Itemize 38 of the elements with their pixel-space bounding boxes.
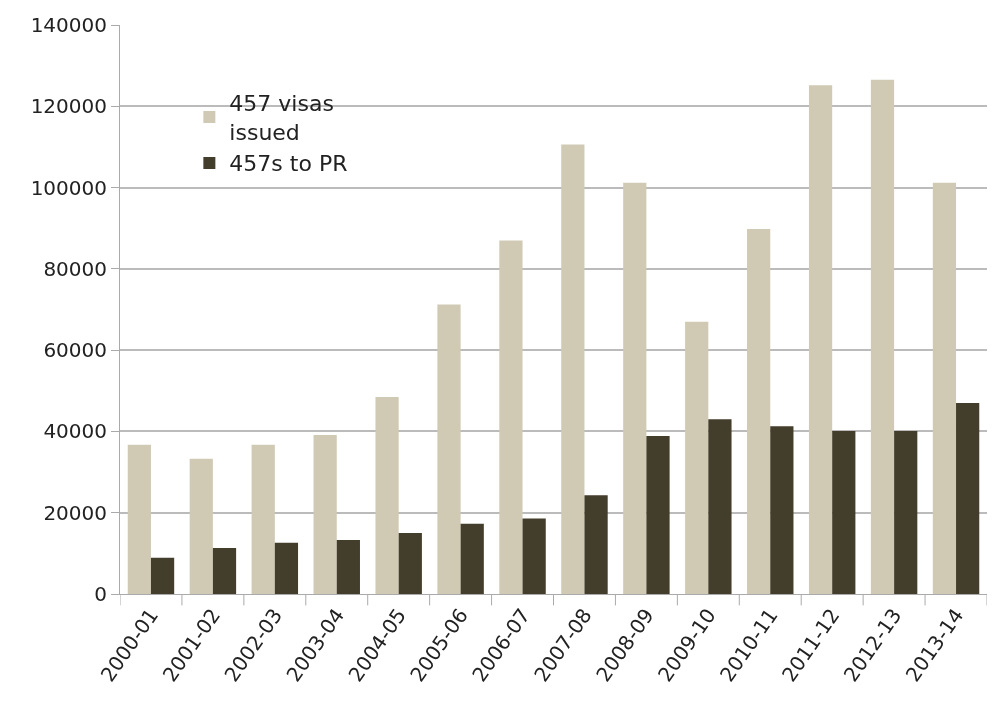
bar — [189, 458, 213, 594]
bar — [398, 533, 422, 594]
y-tick-label: 0 — [94, 582, 107, 606]
y-tick-label: 20000 — [43, 500, 107, 525]
y-tick-label: 120000 — [30, 94, 107, 119]
bar — [127, 444, 151, 594]
bar — [313, 435, 337, 594]
bar — [708, 419, 732, 594]
bar — [336, 539, 360, 594]
bar — [770, 426, 794, 594]
bar — [499, 240, 523, 594]
bar — [522, 518, 546, 594]
bar — [623, 182, 647, 594]
bar — [832, 431, 856, 594]
y-tick-label: 80000 — [43, 256, 107, 281]
legend-label: 457s to PR — [229, 151, 348, 177]
bar — [460, 523, 484, 594]
y-tick-label: 140000 — [30, 13, 107, 37]
y-tick-label: 60000 — [43, 338, 107, 363]
bar — [870, 79, 895, 594]
legend-label: 457 visas issued — [229, 91, 334, 145]
bar — [212, 548, 237, 594]
y-tick-label: 40000 — [43, 419, 107, 444]
bar — [251, 444, 275, 594]
bar — [646, 435, 670, 594]
bar — [274, 542, 299, 594]
bar — [956, 402, 980, 594]
bar — [375, 396, 399, 594]
bar — [808, 85, 833, 594]
bar — [584, 495, 608, 594]
bar — [685, 321, 709, 594]
bar — [894, 431, 918, 594]
bar — [561, 144, 585, 594]
y-tick-label: 100000 — [30, 175, 107, 200]
bar — [437, 304, 461, 594]
bar — [150, 557, 175, 594]
bar — [747, 229, 771, 594]
bar — [932, 182, 957, 594]
